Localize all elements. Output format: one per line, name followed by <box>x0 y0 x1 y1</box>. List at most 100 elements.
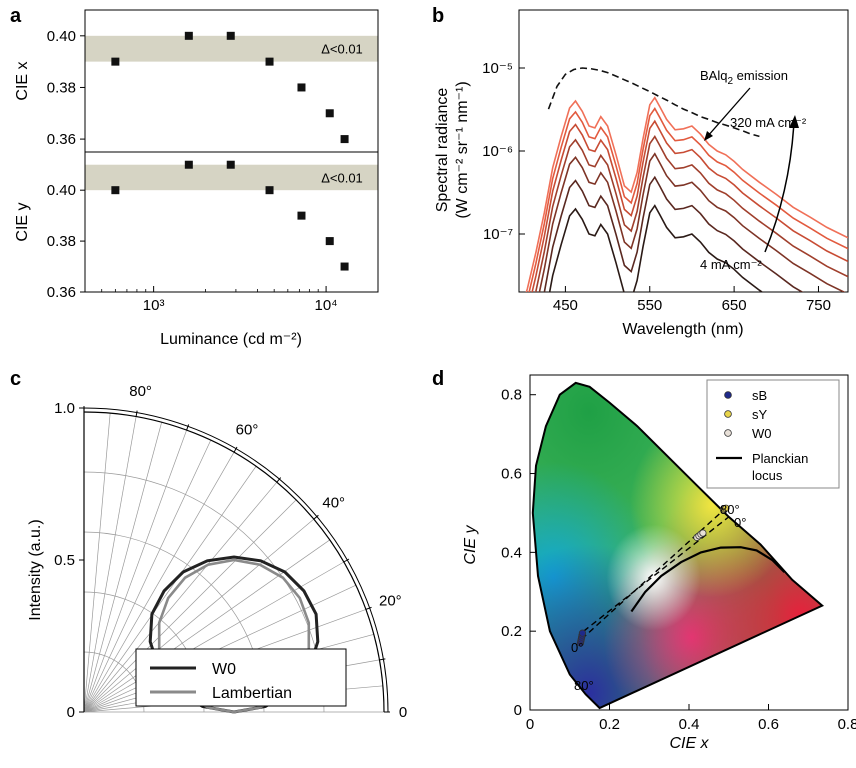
data-point <box>226 160 235 169</box>
angle-gridline <box>83 422 162 713</box>
x-tick-label: 0.2 <box>599 716 620 733</box>
angle-label: 60° <box>236 422 259 439</box>
data-point <box>226 31 235 40</box>
angle-tick <box>365 606 372 610</box>
spectrum-line <box>534 134 848 292</box>
angle-tick <box>233 446 238 453</box>
x-tick-label: 550 <box>637 297 662 314</box>
spectrum-line <box>528 106 848 292</box>
low-current-label: 4 mA cm⁻² <box>700 257 762 272</box>
x-axis-label: CIE x <box>669 735 709 752</box>
angle-gridline <box>83 539 330 713</box>
legend-planckian-label: Planckian <box>752 451 808 466</box>
angle-0-label-blue: 0° <box>571 640 583 655</box>
legend-marker <box>724 391 732 399</box>
legend-label: W0 <box>212 661 236 678</box>
x-tick-label: 650 <box>722 297 747 314</box>
angle-tick <box>135 410 138 417</box>
spectrum-line <box>548 204 764 292</box>
right-zero-label: 0 <box>399 704 407 721</box>
x-tick-label: 10⁴ <box>315 297 338 314</box>
current-arrow-line <box>764 121 795 253</box>
data-point <box>184 160 193 169</box>
angle-tick <box>343 558 350 563</box>
angle-gridline <box>83 518 315 713</box>
x-tick-label: 10³ <box>143 297 165 314</box>
y-tick-label: 0.2 <box>501 623 522 640</box>
spectral-locus <box>531 381 825 710</box>
band-label: Δ<0.01 <box>321 42 363 57</box>
y-tick-label: 0.36 <box>47 284 76 301</box>
plot-area <box>525 67 848 292</box>
y-tick-label: 10⁻⁵ <box>482 60 513 77</box>
y-axis-label: CIE y <box>14 202 31 241</box>
data-point <box>340 135 349 144</box>
r-tick-label: 1.0 <box>54 400 75 417</box>
data-point <box>111 57 120 66</box>
angle-gridline <box>83 481 278 713</box>
panel-letter-c: c <box>10 368 21 390</box>
y-tick-label: 0.38 <box>47 233 76 250</box>
angle-gridline <box>83 466 257 713</box>
angle-80-label-blue: 80° <box>574 678 594 693</box>
data-point <box>265 57 274 66</box>
legend-marker <box>724 429 732 437</box>
baqi-emission-line <box>547 67 760 138</box>
y-axis-label: CIE y <box>462 524 479 564</box>
panel-a-cie-vs-luminance: Δ<0.01 0.36 0.38 0.40 CIE x Δ<0.01 0.36 0.38 0.4… <box>14 9 379 348</box>
x-axis-label: Wavelength (nm) <box>622 321 743 338</box>
panel-c-angular-intensity: 0 0.5 1.0 Intensity (a.u.) 0 80° 60° 40° 20° W0 La… <box>27 383 407 721</box>
angle-gridline <box>83 429 187 713</box>
baqi-arrow-head <box>704 131 713 141</box>
angle-gridline <box>83 452 235 713</box>
data-point <box>297 211 306 220</box>
data-point <box>265 186 274 195</box>
data-point <box>111 186 120 195</box>
y-tick-label: 0.4 <box>501 544 522 561</box>
y-tick-label: 0.38 <box>47 79 76 96</box>
y-tick-label: 0.40 <box>47 182 76 199</box>
planckian-locus <box>630 546 786 613</box>
baqi-emission-label: BAlq2 emission <box>700 68 788 87</box>
angle-gridline <box>83 416 137 713</box>
y-tick-label: 0 <box>514 702 522 719</box>
angle-tick <box>276 477 282 483</box>
angle-label: 20° <box>379 593 402 610</box>
outer-arc <box>83 411 385 713</box>
angle-label: 80° <box>129 383 152 400</box>
angle-0-label-yellow: 0° <box>734 515 746 530</box>
y-tick-label: 0.40 <box>47 28 76 45</box>
plot-frame <box>518 9 849 293</box>
legend-label: W0 <box>752 426 772 441</box>
baqi-arrow-line <box>706 87 751 138</box>
x-tick-label: 0.4 <box>679 716 700 733</box>
legend-label: sB <box>752 388 767 403</box>
legend-label: Lambertian <box>212 685 292 702</box>
plot-frame <box>84 151 379 293</box>
y-axis-label-line2: (W cm⁻² sr⁻¹ nm⁻¹) <box>454 81 471 218</box>
y-axis-label-line1: Spectral radiance <box>434 88 451 213</box>
angle-80-label-yellow: 80° <box>720 502 740 517</box>
x-tick-label: 0 <box>526 716 534 733</box>
angle-gridline <box>83 499 297 713</box>
legend-box <box>135 648 347 707</box>
spectrum-line <box>543 175 804 292</box>
x-tick-label: 750 <box>806 297 831 314</box>
data-point <box>325 109 334 118</box>
panel-letter-d: d <box>432 368 444 390</box>
legend-locus-label: locus <box>752 468 783 483</box>
x-tick-label: 450 <box>553 297 578 314</box>
spectrum-line <box>525 96 848 292</box>
x-tick-label: 0.8 <box>838 716 856 733</box>
r-tick-label: 0 <box>67 704 75 721</box>
y-tick-label: 0.6 <box>501 466 522 483</box>
baqi-label-subscript: 2 <box>727 76 733 87</box>
y-tick-label: 10⁻⁶ <box>482 143 513 160</box>
angle-gridline <box>83 413 111 713</box>
data-point <box>325 237 334 246</box>
r-tick-label: 0.5 <box>54 552 75 569</box>
data-point-sy <box>722 504 730 512</box>
baqi-label-suffix: emission <box>733 68 788 83</box>
data-point-w0 <box>699 529 707 537</box>
